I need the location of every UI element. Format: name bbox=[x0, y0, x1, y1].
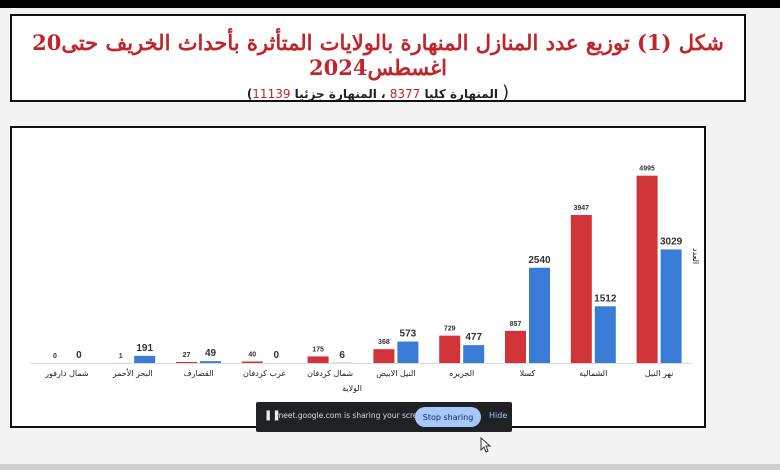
bar-series-1 bbox=[176, 361, 197, 363]
x-tick-label: كسلا bbox=[520, 369, 536, 378]
bar-series-2 bbox=[660, 249, 682, 363]
bar-chart: 0 0 شمال دارفور 1 191 البحر الأحمر 27 49 القضارف… bbox=[30, 166, 700, 393]
data-label: 368 bbox=[378, 339, 390, 346]
data-label: 3029 bbox=[660, 236, 683, 247]
data-label: 191 bbox=[136, 343, 153, 354]
data-label: 1512 bbox=[594, 293, 617, 304]
mouse-cursor-icon bbox=[480, 437, 492, 453]
data-label: 3947 bbox=[574, 205, 590, 212]
data-label: 49 bbox=[205, 348, 217, 359]
x-tick-label: شمال كردفان bbox=[307, 369, 353, 378]
bar-series-2 bbox=[200, 361, 221, 363]
x-tick-label: نهر النيل bbox=[645, 369, 673, 378]
title-panel: شكل (1) توزيع عدد المنازل المنهارة بالول… bbox=[10, 14, 746, 103]
bar-series-1 bbox=[505, 330, 526, 363]
pause-icon[interactable]: ❚❚ bbox=[264, 410, 281, 421]
x-tick-label: غرب كردفان bbox=[243, 369, 286, 378]
x-tick-label: البحر الأحمر bbox=[112, 368, 153, 378]
data-label: 4995 bbox=[639, 166, 655, 173]
chart-panel: 0 0 شمال دارفور 1 191 البحر الأحمر 27 49 القضارف… bbox=[10, 126, 706, 428]
screen-share-bar: ❚❚ meet.google.com is sharing your scree… bbox=[256, 402, 512, 432]
data-label: 477 bbox=[465, 332, 482, 343]
x-tick-label: شمال دارفور bbox=[44, 369, 89, 378]
x-tick-label: القضارف bbox=[183, 369, 213, 378]
figure-subtitle: ( المنهارة كليا 8377 ، المنهارة جزئيا 11… bbox=[12, 82, 744, 103]
data-label: 6 bbox=[339, 350, 345, 361]
x-tick-label: الجزيره bbox=[449, 369, 474, 378]
bar-series-2 bbox=[529, 267, 550, 363]
subtitle-value-full: 8377 bbox=[389, 87, 421, 101]
hide-button[interactable]: Hide bbox=[489, 411, 508, 420]
bar-series-2 bbox=[397, 341, 419, 363]
data-label: 0 bbox=[274, 350, 280, 361]
bar-series-1 bbox=[307, 356, 329, 363]
top-frame-bar bbox=[0, 0, 780, 8]
data-label: 0 bbox=[76, 350, 82, 361]
bar-series-2 bbox=[463, 345, 485, 363]
data-label: 1 bbox=[119, 353, 123, 360]
x-tick-label: النيل الابيض bbox=[376, 369, 415, 378]
subtitle-value-partial: 11139 bbox=[252, 87, 291, 101]
x-tick-label: الشمالية bbox=[579, 369, 607, 378]
bar-series-1 bbox=[241, 361, 263, 363]
bar-series-1 bbox=[636, 175, 658, 363]
x-axis-title: الولاية bbox=[342, 384, 362, 393]
bar-series-1 bbox=[439, 335, 461, 363]
data-label: 40 bbox=[248, 352, 256, 359]
y-axis-title: العدد bbox=[691, 248, 700, 264]
bar-series-1 bbox=[373, 349, 395, 363]
data-label: 2540 bbox=[528, 255, 551, 266]
data-label: 27 bbox=[183, 352, 191, 359]
screen-share-message: meet.google.com is sharing your screen. bbox=[276, 411, 430, 420]
data-label: 573 bbox=[400, 329, 417, 340]
data-label: 729 bbox=[444, 326, 456, 333]
bottom-frame-bar bbox=[0, 464, 780, 470]
subtitle-open-paren: ( bbox=[502, 82, 510, 103]
subtitle-close-paren: ) bbox=[246, 87, 253, 101]
data-label: 857 bbox=[510, 321, 522, 328]
subtitle-separator: ، المنهارة جزئيا bbox=[294, 87, 386, 101]
data-label: 175 bbox=[312, 346, 324, 353]
figure-title: شكل (1) توزيع عدد المنازل المنهارة بالول… bbox=[32, 30, 724, 80]
stop-sharing-button[interactable]: Stop sharing bbox=[415, 407, 481, 427]
data-label: 0 bbox=[53, 353, 57, 360]
subtitle-label-full: المنهارة كليا bbox=[424, 87, 498, 101]
bar-series-1 bbox=[570, 214, 592, 363]
bar-series-2 bbox=[134, 355, 156, 363]
bar-series-2 bbox=[594, 306, 616, 363]
